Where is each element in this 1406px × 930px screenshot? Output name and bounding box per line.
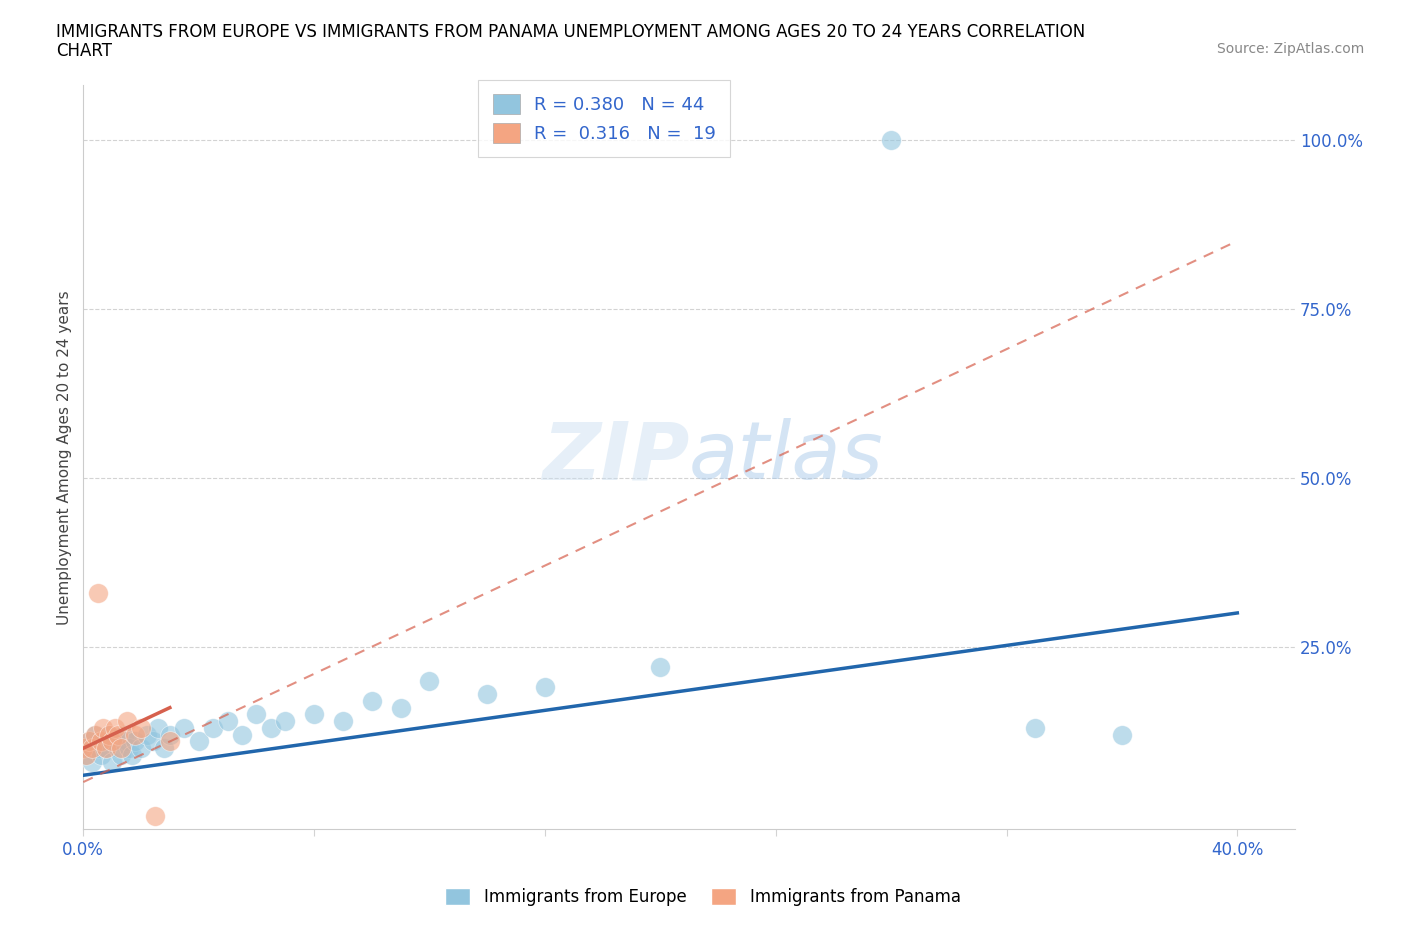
Text: ZIP: ZIP [541,418,689,497]
Point [75,748,97,763]
Point [129,741,152,756]
Point [110,741,132,756]
Point [104,734,127,749]
Point [129,721,152,736]
Point [93,734,115,749]
Point [115,734,138,749]
Point [245,707,267,722]
Legend: Immigrants from Europe, Immigrants from Panama: Immigrants from Europe, Immigrants from … [439,881,967,912]
Point [231,727,253,742]
Point [86,585,108,600]
Point [389,700,412,715]
Point [534,680,557,695]
Point [1111,727,1133,742]
Point [107,741,129,756]
Legend: R = 0.380   N = 44, R =  0.316   N =  19: R = 0.380 N = 44, R = 0.316 N = 19 [478,80,731,157]
Point [101,754,124,769]
Point [145,808,167,823]
Point [72,741,94,756]
Point [80,741,103,756]
Point [650,659,672,674]
Point [86,741,108,756]
Point [153,741,176,756]
Point [90,734,112,749]
Point [77,734,100,749]
Point [98,727,121,742]
Point [360,694,382,709]
Point [274,713,297,728]
Text: IMMIGRANTS FROM EUROPE VS IMMIGRANTS FROM PANAMA UNEMPLOYMENT AMONG AGES 20 TO 2: IMMIGRANTS FROM EUROPE VS IMMIGRANTS FRO… [56,23,1085,41]
Point [302,707,325,722]
Point [880,132,903,147]
Text: CHART: CHART [56,42,112,60]
Point [83,727,105,742]
Point [135,727,157,742]
Point [90,748,112,763]
Point [93,721,115,736]
Point [260,721,283,736]
Point [202,721,225,736]
Text: Source: ZipAtlas.com: Source: ZipAtlas.com [1216,42,1364,56]
Point [332,713,354,728]
Point [77,734,100,749]
Point [159,734,181,749]
Point [159,727,181,742]
Point [141,734,163,749]
Point [80,754,103,769]
Point [121,748,143,763]
Point [148,721,170,736]
Point [96,741,118,756]
Point [217,713,239,728]
Point [418,673,440,688]
Point [124,727,146,742]
Point [115,713,138,728]
Point [75,748,97,763]
Point [110,748,132,763]
Point [104,721,127,736]
Point [72,741,94,756]
Point [1024,721,1046,736]
Point [96,741,118,756]
Point [187,734,209,749]
Y-axis label: Unemployment Among Ages 20 to 24 years: Unemployment Among Ages 20 to 24 years [58,290,72,625]
Point [477,686,499,701]
Point [83,727,105,742]
Point [98,727,121,742]
Point [112,727,135,742]
Point [124,734,146,749]
Point [101,734,124,749]
Point [173,721,195,736]
Text: atlas: atlas [689,418,884,497]
Point [107,727,129,742]
Point [118,741,141,756]
